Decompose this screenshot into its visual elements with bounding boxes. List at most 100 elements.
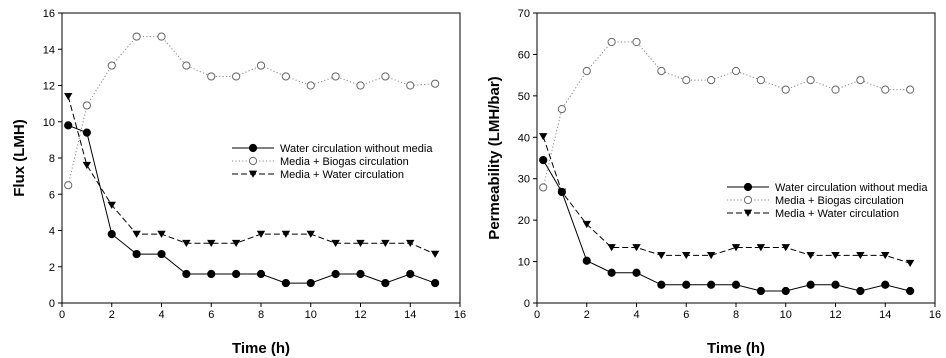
series-2	[64, 32, 440, 190]
data-point	[731, 280, 741, 289]
y-tick-label: 4	[49, 226, 55, 238]
data-point	[232, 72, 241, 81]
data-point	[82, 128, 91, 137]
data-point	[706, 251, 716, 260]
legend-marker	[743, 195, 753, 205]
x-tick-label: 0	[59, 309, 65, 321]
data-point	[331, 72, 340, 81]
data-point	[406, 239, 415, 247]
data-point	[682, 280, 691, 289]
data-point	[381, 72, 390, 81]
legend-label: Media + Water circulation	[280, 169, 404, 181]
legend-label: Water circulation without media	[775, 182, 928, 194]
data-point	[231, 239, 241, 247]
y-tick-label: 14	[43, 44, 55, 56]
data-point	[539, 155, 548, 165]
y-tick-label: 8	[49, 153, 55, 165]
data-point	[781, 244, 790, 252]
legend-label: Media + Water circulation	[775, 208, 899, 220]
x-tick-label: 12	[354, 309, 366, 321]
data-point	[682, 76, 691, 85]
data-point	[856, 76, 865, 85]
y-tick-label: 70	[518, 8, 530, 20]
x-tick-label: 8	[733, 309, 739, 321]
legend-marker	[248, 143, 258, 153]
data-point	[431, 278, 440, 288]
data-point	[831, 280, 840, 289]
data-point	[682, 251, 691, 260]
x-tick-label: 12	[829, 309, 841, 321]
y-tick-label: 60	[518, 49, 530, 61]
series-line	[542, 159, 911, 292]
data-point	[107, 61, 116, 70]
data-point	[856, 251, 865, 260]
y-ticks: 0 10 20 30 40 50 60 70	[518, 8, 537, 310]
data-point	[281, 230, 291, 238]
x-ticks: 0 2 4 6 8 10 12 14 16	[59, 303, 466, 321]
data-point	[256, 61, 266, 70]
y-tick-label: 12	[43, 81, 55, 93]
data-point	[256, 230, 266, 238]
data-point	[207, 72, 216, 81]
data-point	[132, 230, 141, 238]
data-point	[781, 85, 790, 94]
y-ticks: 0 2 4 6 8 10 12 14 16	[43, 8, 62, 310]
x-tick-label: 14	[879, 309, 891, 321]
y-axis-label: Flux (LMH)	[11, 119, 28, 196]
data-point	[281, 278, 290, 288]
data-point	[431, 79, 440, 88]
data-point	[82, 161, 92, 170]
x-axis-label: Time (h)	[707, 340, 765, 357]
data-point	[406, 269, 415, 279]
data-point	[557, 188, 567, 196]
x-tick-label: 16	[454, 309, 466, 321]
y-axis-label: Permeability (LMH/bar)	[486, 76, 503, 239]
data-point	[306, 230, 315, 238]
legend-marker	[743, 209, 753, 217]
series-layer	[64, 32, 440, 288]
x-tick-label: 8	[258, 309, 264, 321]
data-point	[356, 81, 365, 90]
data-point	[182, 269, 191, 279]
series-1	[64, 121, 440, 288]
data-point	[232, 269, 241, 279]
data-point	[607, 37, 616, 47]
legend-label: Media + Biogas circulation	[280, 156, 409, 168]
series-line	[542, 136, 911, 264]
data-point	[906, 286, 915, 296]
data-point	[281, 72, 290, 81]
data-point	[657, 280, 666, 289]
data-point	[756, 244, 766, 252]
data-point	[557, 105, 566, 114]
data-point	[831, 251, 840, 260]
data-point	[607, 268, 616, 277]
series-3	[64, 93, 440, 258]
series-1	[539, 155, 915, 296]
data-point	[632, 244, 641, 252]
series-line	[542, 41, 911, 188]
legend-label: Water circulation without media	[280, 143, 433, 155]
data-point	[306, 278, 315, 288]
data-point	[157, 32, 166, 41]
data-point	[607, 244, 616, 252]
series-line	[67, 96, 436, 255]
y-tick-label: 0	[524, 298, 530, 310]
x-tick-label: 10	[305, 309, 317, 321]
data-point	[82, 101, 91, 110]
data-point	[707, 76, 716, 85]
data-point	[381, 239, 390, 247]
data-point	[157, 230, 166, 238]
series-line	[67, 36, 436, 186]
data-point	[806, 251, 815, 260]
plot-area-frame	[536, 12, 936, 304]
data-point	[731, 244, 741, 252]
data-point	[657, 66, 666, 76]
data-point	[831, 85, 840, 94]
data-point	[256, 269, 266, 279]
y-tick-label: 40	[518, 132, 530, 144]
data-point	[881, 85, 890, 94]
data-point	[582, 220, 591, 229]
